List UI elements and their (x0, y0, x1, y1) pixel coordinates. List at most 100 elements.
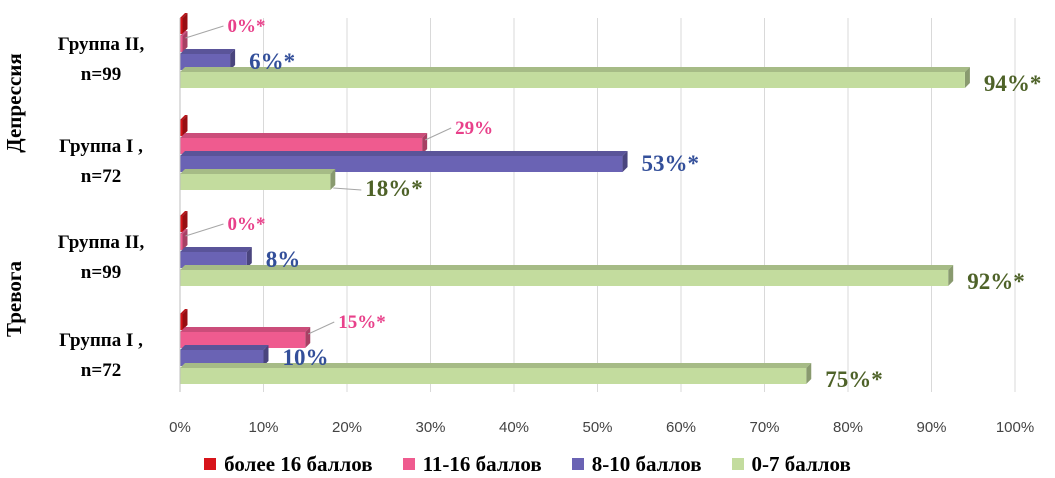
bar-side-face (246, 247, 252, 268)
category-label: Группа I , (59, 330, 143, 351)
bar-top-face (180, 363, 812, 368)
bar-top-face (180, 345, 269, 350)
legend-item: 11-16 баллов (402, 451, 542, 477)
bar-top-face (180, 31, 188, 36)
legend-item: более 16 баллов (204, 451, 373, 477)
x-tick-label: 80% (833, 419, 863, 436)
data-label: 8% (266, 247, 301, 272)
bar (180, 252, 247, 268)
bar-top-face (180, 49, 236, 54)
bar-side-face (182, 31, 188, 52)
bar (180, 216, 183, 232)
data-label: 15%* (338, 312, 386, 333)
bar-side-face (182, 229, 188, 250)
data-label: 0%* (228, 214, 266, 235)
leader-line (308, 321, 335, 335)
data-label: 6%* (249, 49, 295, 74)
bar (180, 368, 807, 384)
leader-line (424, 127, 452, 141)
legend-swatch (731, 458, 744, 470)
bar-top-face (180, 309, 188, 314)
x-tick-label: 30% (415, 419, 445, 436)
category-label: Группа I , (59, 136, 143, 157)
bar-side-face (263, 345, 269, 366)
bar-top-face (180, 151, 628, 156)
x-tick-label: 0% (169, 419, 191, 436)
category-label: n=72 (81, 166, 121, 187)
legend-label: 8-10 баллов (591, 451, 702, 476)
bars (180, 13, 970, 384)
group-label: Тревога (2, 261, 26, 337)
x-tick-label: 90% (916, 419, 946, 436)
legend-label: 11-16 баллов (422, 451, 542, 476)
bar (180, 54, 231, 70)
bar (180, 156, 623, 172)
category-label: Группа II, (58, 232, 145, 253)
data-label: 18%* (365, 176, 423, 201)
x-tick-label: 40% (499, 419, 529, 436)
x-tick-label: 60% (666, 419, 696, 436)
legend-item: 0-7 баллов (731, 451, 851, 477)
leader-line (333, 187, 362, 191)
bar (180, 174, 331, 190)
bar (180, 120, 183, 136)
bar-chart: 0%*6%*94%*29%53%*18%*0%*8%92%*15%*10%75%… (2, 13, 1042, 436)
legend-label: 0-7 баллов (751, 451, 851, 476)
bar (180, 314, 183, 330)
bar-top-face (180, 211, 188, 216)
bar-side-face (230, 49, 236, 70)
data-label: 29% (455, 118, 493, 139)
legend-label: более 16 баллов (224, 451, 373, 476)
axes: 0% 10% 20% 30% 40% 50% 60% 70% 80% 90% 100% Группа … (2, 18, 1034, 436)
bar (180, 332, 306, 348)
bar-side-face (182, 309, 188, 330)
bar (180, 138, 423, 154)
bar-side-face (182, 115, 188, 136)
bar (180, 18, 183, 34)
legend-swatch (204, 458, 217, 470)
bar-top-face (180, 265, 954, 270)
x-tick-label: 100% (996, 419, 1034, 436)
bar-top-face (180, 115, 188, 120)
bar-top-face (180, 133, 428, 138)
leader-line (185, 223, 224, 237)
bar-top-face (180, 13, 188, 18)
x-tick-label: 70% (749, 419, 779, 436)
bar-side-face (182, 13, 188, 34)
bar-side-face (806, 363, 812, 384)
data-label: 94%* (984, 71, 1042, 96)
bar-top-face (180, 229, 188, 234)
bar-side-face (622, 151, 628, 172)
bar-top-face (180, 169, 336, 174)
group-label: Депрессия (2, 53, 26, 152)
x-tick-label: 20% (332, 419, 362, 436)
category-label: n=99 (81, 262, 121, 283)
x-tick-label: 10% (248, 419, 278, 436)
bar (180, 350, 264, 366)
data-labels: 0%*6%*94%*29%53%*18%*0%*8%92%*15%*10%75%… (185, 16, 1042, 392)
data-label: 75%* (825, 367, 883, 392)
data-label: 53%* (642, 151, 700, 176)
bar-side-face (330, 169, 336, 190)
legend-swatch (571, 458, 584, 470)
bar-side-face (964, 67, 970, 88)
bar (180, 72, 965, 88)
data-label: 10% (283, 345, 329, 370)
category-label: n=99 (81, 64, 121, 85)
bar-side-face (422, 133, 428, 154)
legend-swatch (402, 458, 415, 470)
bar-side-face (948, 265, 954, 286)
bar-top-face (180, 247, 252, 252)
data-label: 92%* (967, 269, 1024, 294)
category-label: n=72 (81, 360, 121, 381)
legend-item: 8-10 баллов (571, 451, 702, 477)
bar-top-face (180, 67, 970, 72)
bar-side-face (182, 211, 188, 232)
leader-line (185, 25, 224, 39)
x-tick-label: 50% (582, 419, 612, 436)
data-label: 0%* (228, 16, 266, 37)
bar (180, 234, 183, 250)
category-label: Группа II, (58, 34, 145, 55)
bar (180, 36, 183, 52)
bar-side-face (305, 327, 311, 348)
